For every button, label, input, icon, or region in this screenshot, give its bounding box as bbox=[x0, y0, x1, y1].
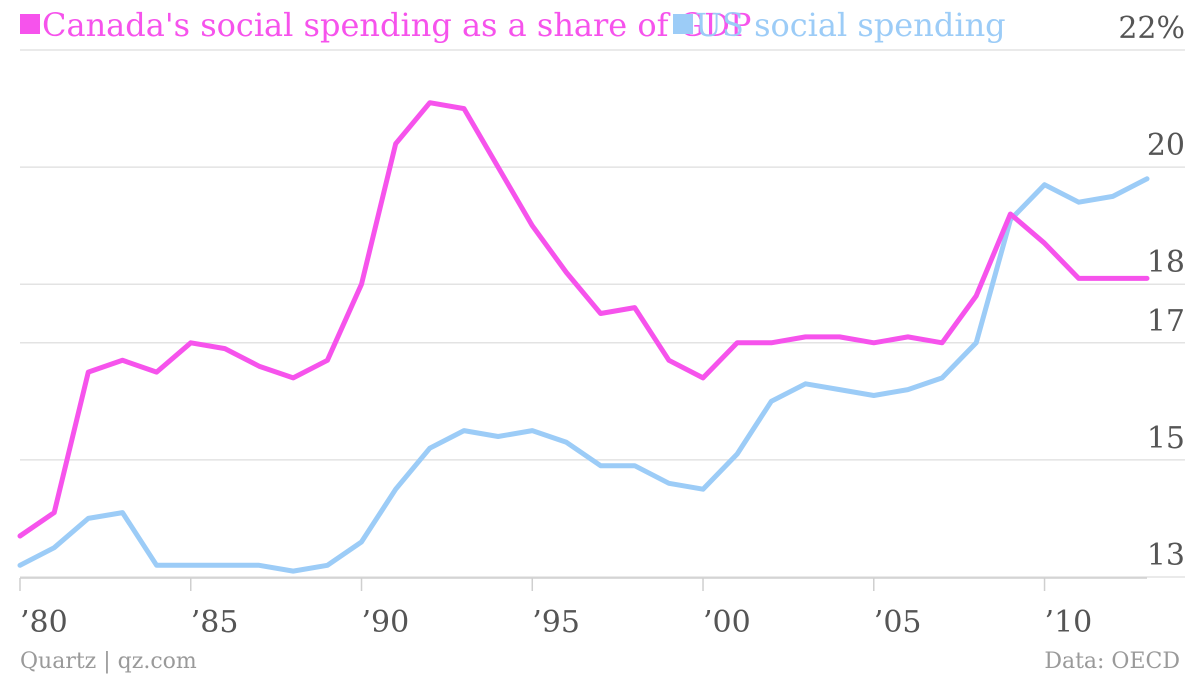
source-credit: Quartz | qz.com bbox=[20, 649, 197, 674]
series-line-us bbox=[17, 176, 1150, 574]
x-tick-label-1990: ’90 bbox=[362, 605, 410, 640]
legend-label-canada: Canada's social spending as a share of G… bbox=[42, 6, 751, 44]
x-tick-label-1985: ’85 bbox=[191, 605, 239, 640]
gridlines bbox=[20, 49, 1185, 578]
y-axis-tick-labels: 13 15 17 18 20 22% bbox=[1118, 11, 1185, 573]
x-tick-label-2005: ’05 bbox=[874, 605, 922, 640]
legend-swatch-us bbox=[673, 14, 693, 34]
legend-label-us: US social spending bbox=[695, 6, 1006, 44]
x-tick-label-1995: ’95 bbox=[532, 605, 580, 640]
y-tick-label-13: 13 bbox=[1147, 538, 1185, 573]
y-tick-label-20: 20 bbox=[1147, 128, 1185, 163]
y-tick-label-17: 17 bbox=[1147, 304, 1185, 339]
series-lines bbox=[17, 100, 1150, 574]
data-source: Data: OECD bbox=[1044, 649, 1180, 674]
legend: Canada's social spending as a share of G… bbox=[20, 6, 1006, 44]
x-tick-label-1980: ’80 bbox=[20, 605, 68, 640]
y-tick-label-15: 15 bbox=[1147, 421, 1185, 456]
x-tick-label-2010: ’10 bbox=[1045, 605, 1093, 640]
y-tick-label-22: 22% bbox=[1118, 11, 1185, 46]
series-line-canada bbox=[17, 100, 1150, 539]
x-axis: ’80 ’85 ’90 ’95 ’00 ’05 ’10 bbox=[19, 577, 1147, 640]
y-tick-label-18: 18 bbox=[1147, 245, 1185, 280]
x-tick-label-2000: ’00 bbox=[703, 605, 751, 640]
legend-swatch-canada bbox=[20, 14, 40, 34]
